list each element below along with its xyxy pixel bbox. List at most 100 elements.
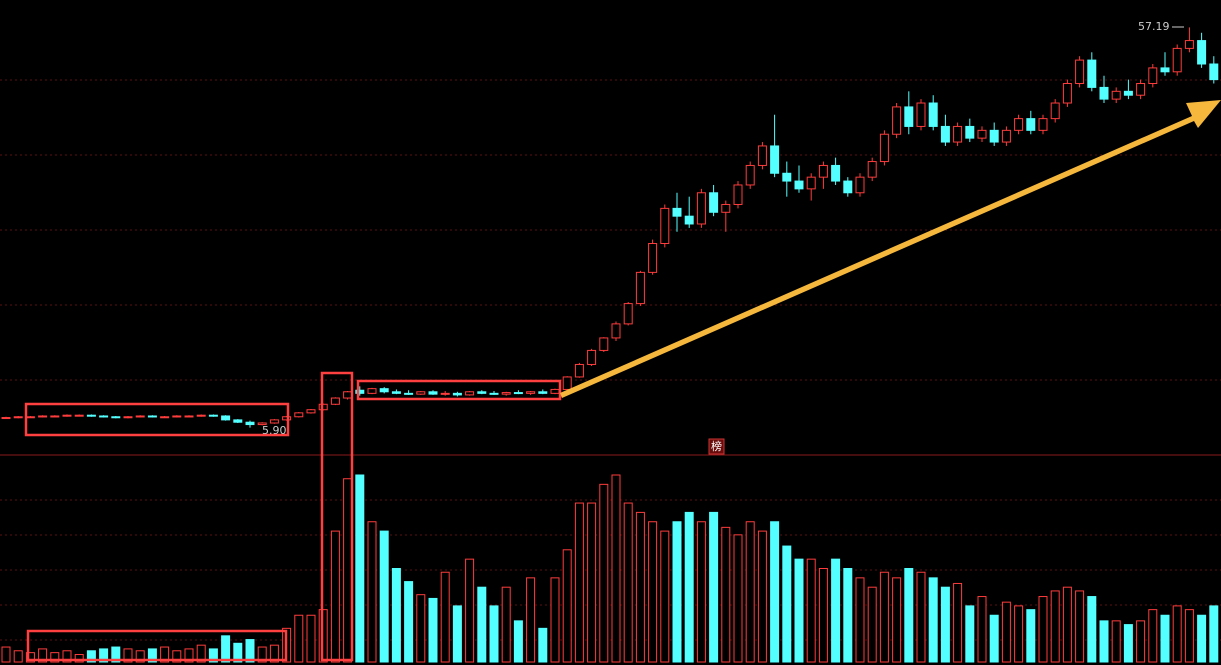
volume-bar (13, 650, 23, 663)
volume-bar (721, 526, 731, 663)
volume-bar (1087, 596, 1097, 663)
volume-bar (501, 586, 511, 663)
candle-body (855, 176, 865, 194)
candle-body (953, 125, 963, 143)
trend-arrow (560, 100, 1221, 398)
candle-body (1148, 67, 1158, 85)
candle-body (989, 129, 999, 143)
volume-bar (1136, 620, 1146, 663)
volume-bar (452, 605, 462, 663)
candle-body (916, 102, 926, 127)
grid (0, 79, 1221, 641)
volume-bar (25, 652, 35, 663)
volume-bar (245, 639, 255, 663)
candle-body (1197, 40, 1207, 65)
volume-bar (123, 648, 133, 663)
candle-body (1160, 67, 1170, 73)
volume-bar (416, 594, 426, 663)
volume-bar (1062, 586, 1072, 663)
candle-body (843, 180, 853, 194)
candle-body (99, 415, 109, 418)
volume-bar (928, 577, 938, 663)
candle-body (538, 391, 548, 394)
candle-body (611, 323, 621, 339)
volume-bar (574, 502, 584, 663)
candle-body (184, 415, 194, 418)
candle-body (904, 106, 914, 127)
volume-bar (831, 558, 841, 663)
candle-body (684, 215, 694, 225)
volume-bar (404, 581, 414, 663)
candle-body (404, 392, 414, 395)
volume-bar (489, 605, 499, 663)
candle-body (1184, 40, 1194, 49)
volume-bar (1026, 609, 1036, 663)
volume-bar (867, 586, 877, 663)
candle-body (818, 164, 828, 178)
highlight-boxes (24, 371, 562, 662)
candle-body (465, 391, 475, 396)
candle-body (306, 409, 316, 414)
candle-body (477, 391, 487, 394)
candle-body (330, 397, 340, 405)
candle-body (489, 392, 499, 395)
candle-body (294, 412, 304, 418)
volume-bar (843, 568, 853, 663)
candle-body (13, 416, 23, 419)
candle-body (599, 337, 609, 351)
candle-body (587, 349, 597, 365)
volume-bar (611, 474, 621, 663)
volume-bar (635, 511, 645, 663)
volume-bar (526, 577, 536, 663)
candle-body (977, 129, 987, 139)
volume-bar (709, 511, 719, 663)
candle-body (245, 421, 255, 426)
volume-bar (391, 568, 401, 663)
volume-bar (648, 521, 658, 663)
candle-body (135, 415, 145, 418)
candle-body (123, 416, 133, 419)
volume-bar (160, 646, 170, 663)
candle-body (867, 161, 877, 178)
volume-bar (977, 596, 987, 663)
volume-bar (672, 521, 682, 663)
candle-body (452, 392, 462, 396)
candle-body (1172, 47, 1182, 73)
max-label: 57.19 (1138, 20, 1170, 33)
candle-body (367, 388, 377, 394)
volume-bar (1001, 601, 1011, 663)
candle-body (428, 391, 438, 395)
highlight-box (356, 379, 562, 401)
candle-body (147, 415, 157, 418)
volume-bar (367, 521, 377, 663)
volume-bar (355, 474, 365, 663)
candle-body (672, 207, 682, 217)
candle-body (1136, 83, 1146, 96)
candle-body (623, 303, 633, 325)
candle-body (1075, 59, 1085, 85)
volume-bar (965, 605, 975, 663)
candle-body (806, 176, 816, 190)
volume-bar (465, 558, 475, 663)
volume-bar (1123, 624, 1133, 663)
candle-body (221, 415, 231, 421)
volume-bar (1172, 605, 1182, 663)
volume-bar (1160, 614, 1170, 663)
volume-bar (757, 530, 767, 663)
volume-bar (99, 648, 109, 663)
volume-bar (696, 521, 706, 663)
candle-body (208, 414, 218, 417)
volume-bar (782, 545, 792, 663)
highlight-box (320, 371, 354, 662)
volume-bar (172, 650, 182, 663)
candle-body (513, 392, 523, 395)
candle-body (233, 419, 243, 423)
volume-bar (306, 614, 316, 663)
volume-bar (660, 530, 670, 663)
candle-body (257, 422, 267, 426)
candle-body (269, 419, 279, 424)
volume-bar (806, 558, 816, 663)
volume-bar (587, 502, 597, 663)
candle-body (501, 392, 511, 395)
